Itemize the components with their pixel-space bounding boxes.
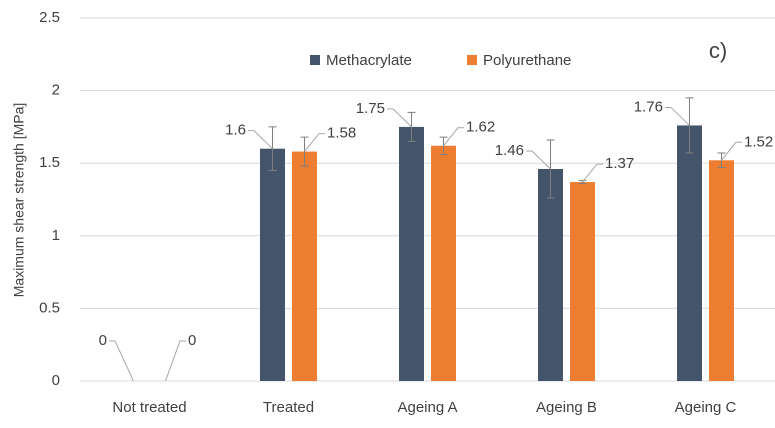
annotation: c): [709, 38, 727, 63]
x-tick-label: Not treated: [112, 399, 186, 416]
data-label: 0: [188, 332, 196, 349]
bar: [431, 145, 456, 381]
leader-line: [526, 150, 551, 170]
legend-swatch: [310, 55, 320, 65]
data-label: 1.75: [356, 100, 385, 117]
leader-line: [304, 133, 325, 152]
bar: [399, 126, 424, 382]
x-tick-label: Ageing B: [536, 399, 597, 416]
y-axis-title: Maximum shear strength [MPa]: [11, 103, 27, 298]
leader-line: [387, 108, 412, 128]
x-tick-label: Ageing C: [675, 399, 737, 416]
data-label: 1.6: [225, 122, 246, 139]
leader-line: [109, 340, 134, 382]
y-tick-label: 0: [52, 372, 60, 389]
bar: [538, 169, 563, 381]
x-tick-label: Treated: [263, 399, 314, 416]
bar: [260, 148, 285, 381]
y-tick-label: 2.5: [39, 9, 60, 26]
legend-swatch: [467, 55, 477, 65]
data-label: 1.37: [605, 155, 634, 172]
y-tick-label: 1: [52, 227, 60, 244]
leader-line: [582, 163, 603, 183]
legend-label: Methacrylate: [326, 52, 412, 69]
y-tick-label: 0.5: [39, 299, 60, 316]
bar: [709, 160, 734, 381]
leader-line: [721, 141, 742, 161]
bar: [570, 182, 595, 381]
bar: [677, 125, 702, 381]
data-label: 1.76: [634, 98, 663, 115]
bar: [292, 151, 317, 381]
leader-line: [165, 340, 186, 382]
leader-line: [248, 130, 273, 150]
data-label: 1.58: [327, 125, 356, 142]
y-tick-label: 2: [52, 82, 60, 99]
leader-line: [665, 106, 690, 126]
data-label: 1.46: [495, 142, 524, 159]
data-label: 1.62: [466, 119, 495, 136]
x-tick-label: Ageing A: [397, 399, 457, 416]
y-tick-label: 1.5: [39, 154, 60, 171]
legend-label: Polyurethane: [483, 52, 571, 69]
data-label: 1.52: [744, 133, 773, 150]
data-label: 0: [99, 332, 107, 349]
leader-line: [443, 127, 464, 147]
